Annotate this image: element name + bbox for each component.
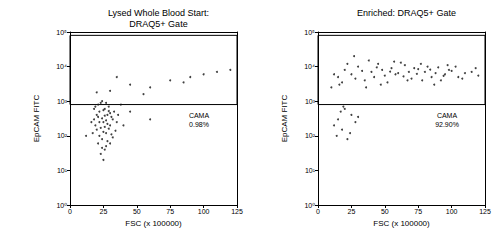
svg-text:0.98%: 0.98% — [189, 121, 209, 128]
svg-text:125: 125 — [479, 208, 491, 215]
svg-text:10¹: 10¹ — [305, 167, 316, 174]
svg-text:EpCAM FITC: EpCAM FITC — [280, 95, 289, 143]
svg-text:10³: 10³ — [57, 98, 68, 105]
svg-text:100: 100 — [198, 208, 210, 215]
svg-text:Lysed Whole Blood Start:: Lysed Whole Blood Start: — [108, 8, 209, 18]
svg-text:75: 75 — [166, 208, 174, 215]
svg-text:100: 100 — [446, 208, 458, 215]
svg-text:75: 75 — [414, 208, 422, 215]
svg-text:DRAQ5+ Gate: DRAQ5+ Gate — [129, 19, 187, 29]
svg-text:10²: 10² — [57, 132, 68, 139]
svg-text:0: 0 — [316, 208, 320, 215]
svg-text:CAMA: CAMA — [437, 112, 458, 119]
svg-text:125: 125 — [231, 208, 243, 215]
svg-text:10⁰: 10⁰ — [56, 202, 67, 209]
svg-text:10³: 10³ — [305, 98, 316, 105]
svg-text:10⁵: 10⁵ — [304, 29, 315, 36]
svg-text:10⁰: 10⁰ — [304, 202, 315, 209]
svg-text:EpCAM FITC: EpCAM FITC — [32, 95, 41, 143]
svg-text:50: 50 — [133, 208, 141, 215]
svg-text:Enriched: DRAQ5+ Gate: Enriched: DRAQ5+ Gate — [357, 8, 456, 18]
svg-text:10⁴: 10⁴ — [304, 63, 315, 70]
svg-text:FSC (x 100000): FSC (x 100000) — [373, 219, 430, 228]
svg-text:10²: 10² — [305, 132, 316, 139]
svg-text:25: 25 — [100, 208, 108, 215]
svg-text:50: 50 — [381, 208, 389, 215]
svg-text:0: 0 — [68, 208, 72, 215]
svg-text:10¹: 10¹ — [57, 167, 68, 174]
svg-text:10⁵: 10⁵ — [56, 29, 67, 36]
svg-text:25: 25 — [348, 208, 356, 215]
svg-text:92.90%: 92.90% — [435, 121, 459, 128]
svg-text:FSC (x 100000): FSC (x 100000) — [125, 219, 182, 228]
svg-text:CAMA: CAMA — [189, 112, 210, 119]
svg-text:10⁴: 10⁴ — [56, 63, 67, 70]
